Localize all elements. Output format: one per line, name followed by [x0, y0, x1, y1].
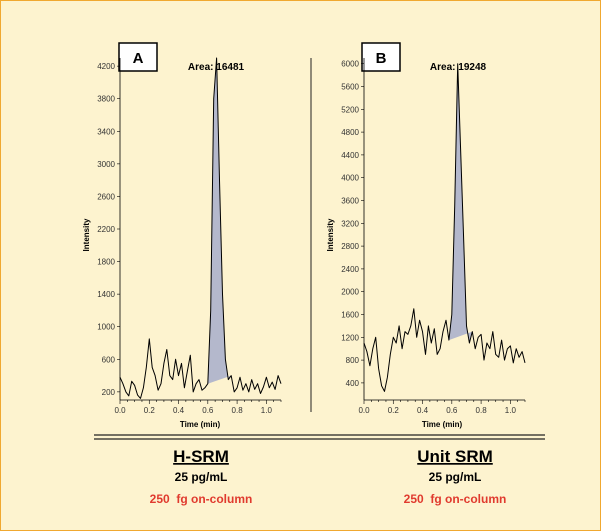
caption-right: Unit SRM 25 pg/mL 250 fg on-column	[404, 447, 507, 506]
panel-b-y-tick-label: 3200	[341, 219, 359, 228]
panel-a-x-tick-label: 0.2	[144, 406, 156, 415]
panel-b-y-tick-label: 3600	[341, 197, 359, 206]
panel-b-x-tick-label: 1.0	[505, 406, 517, 415]
panel-a-x-tick-label: 0.6	[202, 406, 214, 415]
panel-a-label-box	[118, 42, 158, 72]
panel-a-x-tick-label: 1.0	[261, 406, 273, 415]
panel-b-x-axis-title: Time (min)	[422, 420, 463, 429]
caption-right-on-column: 250 fg on-column	[404, 492, 507, 506]
panel-a-y-tick-label: 2200	[97, 225, 115, 234]
caption-left: H-SRM 25 pg/mL 250 fg on-column	[150, 447, 253, 506]
panel-b-x-tick-label: 0.4	[417, 406, 429, 415]
panel-b-peak-area	[448, 63, 473, 343]
caption-left-on-column: 250 fg on-column	[150, 492, 253, 506]
panel-b-y-tick-label: 2800	[341, 242, 359, 251]
panel-b-y-tick-label: 800	[346, 356, 360, 365]
panel-a-trace-line	[119, 57, 282, 399]
panel-a-peak-area	[207, 58, 232, 384]
panel-a-y-tick-label: 4200	[97, 62, 115, 71]
panel-a-y-tick-label: 2600	[97, 192, 115, 201]
panel-b-y-tick-label: 6000	[341, 60, 359, 69]
panel-b-y-tick-label: 4000	[341, 174, 359, 183]
panel-b-y-tick-label: 4400	[341, 151, 359, 160]
panel-b-y-tick-label: 400	[346, 379, 360, 388]
caption-left-title: H-SRM	[173, 447, 229, 466]
panel-b-y-tick-label: 4800	[341, 128, 359, 137]
panel-a-y-tick-label: 3400	[97, 127, 115, 136]
panel-a-y-tick-label: 200	[102, 388, 116, 397]
panel-b-plot: 0.0 0.2 0.4 0.6 0.8 1.0 400 800 1200 1600 2000 2400…	[341, 58, 526, 415]
panel-a-y-axis-title: Intensity	[82, 218, 91, 251]
panel-b-y-tick-label: 2000	[341, 288, 359, 297]
panel-a-x-tick-label: 0.0	[114, 406, 126, 415]
panel-b-x-tick-label: 0.6	[446, 406, 458, 415]
panel-a-y-tick-label: 600	[102, 355, 116, 364]
panel-b-y-tick-label: 5600	[341, 83, 359, 92]
panel-b-y-axis-title: Intensity	[326, 218, 335, 251]
panel-b-x-tick-label: 0.0	[358, 406, 370, 415]
panel-a-y-tick-label: 1800	[97, 258, 115, 267]
panel-a-x-tick-label: 0.8	[232, 406, 244, 415]
panel-a-x-axis-title: Time (min)	[180, 420, 221, 429]
panel-b-trace-line	[363, 63, 526, 392]
panel-b-label-box	[361, 42, 401, 72]
panel-a-y-tick-label: 3000	[97, 160, 115, 169]
panel-b-y-tick-label: 5200	[341, 105, 359, 114]
panel-b-label: B	[376, 50, 387, 67]
panel-b-y-tick-label: 1200	[341, 333, 359, 342]
caption-right-concentration: 25 pg/mL	[429, 470, 482, 484]
panel-b-x-tick-label: 0.2	[388, 406, 400, 415]
caption-right-title: Unit SRM	[417, 447, 493, 466]
panel-a-x-tick-label: 0.4	[173, 406, 185, 415]
panel-b-y-tick-label: 1600	[341, 311, 359, 320]
panel-a-y-tick-label: 1000	[97, 323, 115, 332]
panel-a-y-tick-label: 3800	[97, 95, 115, 104]
caption-left-concentration: 25 pg/mL	[175, 470, 228, 484]
panel-a-plot: 0.0 0.2 0.4 0.6 0.8 1.0 200 600 1000 1400 1800 2200…	[97, 57, 282, 415]
panel-b-x-tick-label: 0.8	[476, 406, 488, 415]
panel-b-y-tick-label: 2400	[341, 265, 359, 274]
panel-a-y-tick-label: 1400	[97, 290, 115, 299]
panel-a-label: A	[133, 50, 144, 67]
